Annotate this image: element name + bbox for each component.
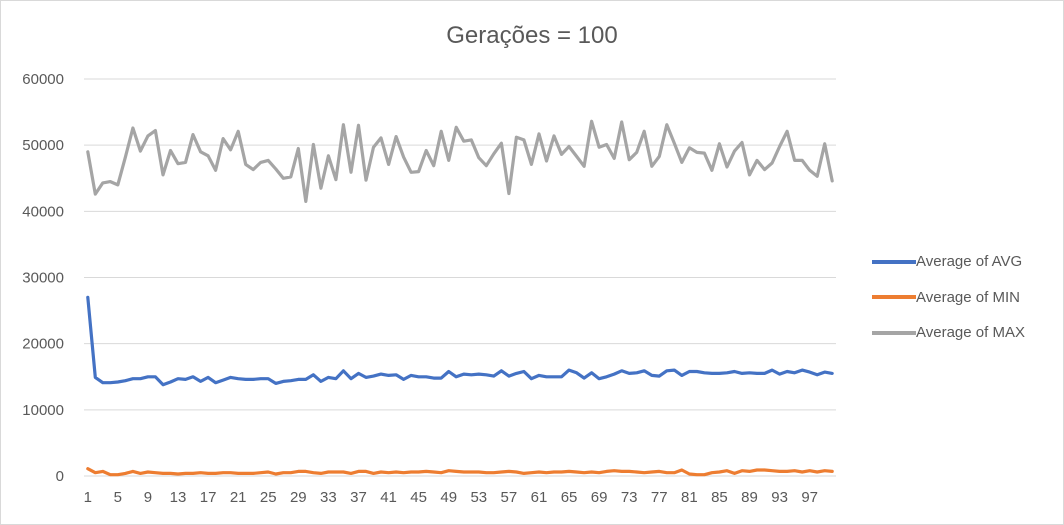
x-tick-label: 69 — [591, 489, 608, 506]
series-line-average-of-avg — [86, 295, 834, 387]
y-tick-label: 20000 — [22, 336, 64, 353]
legend-label-avg: Average of AVG — [916, 253, 1023, 271]
x-tick-label: 77 — [651, 489, 668, 506]
series-line-average-of-max — [86, 119, 834, 203]
y-tick-label: 10000 — [22, 402, 64, 419]
grid-lines — [84, 78, 836, 477]
x-tick-label: 37 — [350, 489, 367, 506]
legend-item-avg: Average of AVG — [872, 244, 1025, 280]
x-tick-label: 97 — [801, 489, 818, 506]
x-tick-label: 25 — [260, 489, 277, 506]
x-tick-label: 41 — [380, 489, 397, 506]
x-tick-label: 89 — [741, 489, 758, 506]
legend-item-min: Average of MIN — [872, 280, 1025, 316]
x-tick-label: 61 — [531, 489, 548, 506]
x-tick-label: 65 — [561, 489, 578, 506]
x-tick-label: 29 — [290, 489, 307, 506]
x-tick-label: 49 — [440, 489, 457, 506]
y-tick-label: 30000 — [22, 270, 64, 287]
x-tick-label: 33 — [320, 489, 337, 506]
series-lines — [86, 119, 834, 477]
x-tick-label: 5 — [114, 489, 122, 506]
x-axis-ticks: 1 5 9 13 17 21 25 29 33 37 41 45 49 53 57 61 65 69 73 77 81 8… — [84, 489, 818, 506]
legend-swatch-avg — [872, 259, 916, 264]
x-tick-label: 73 — [621, 489, 638, 506]
x-tick-label: 13 — [170, 489, 187, 506]
series-line-average-of-min — [86, 467, 834, 477]
legend-label-min: Average of MIN — [916, 288, 1020, 306]
x-tick-label: 53 — [470, 489, 487, 506]
x-tick-label: 1 — [84, 489, 92, 506]
x-tick-label: 85 — [711, 489, 728, 506]
y-tick-label: 40000 — [22, 203, 64, 220]
x-tick-label: 57 — [501, 489, 518, 506]
x-tick-label: 17 — [200, 489, 217, 506]
y-tick-label: 60000 — [22, 71, 64, 88]
x-tick-label: 9 — [144, 489, 152, 506]
y-tick-label: 50000 — [22, 137, 64, 154]
legend-swatch-min — [872, 295, 916, 300]
legend-item-max: Average of MAX — [872, 315, 1025, 351]
legend-swatch-max — [872, 330, 916, 335]
y-tick-label: 0 — [56, 468, 64, 485]
y-axis-ticks: 0 10000 20000 30000 40000 50000 60000 — [22, 71, 64, 485]
legend: Average of AVG Average of MIN Average of… — [872, 244, 1025, 351]
x-tick-label: 93 — [771, 489, 788, 506]
legend-label-max: Average of MAX — [916, 324, 1025, 342]
x-tick-label: 81 — [681, 489, 698, 506]
x-tick-label: 21 — [230, 489, 247, 506]
x-tick-label: 45 — [410, 489, 427, 506]
chart-title: Gerações = 100 — [446, 22, 618, 49]
